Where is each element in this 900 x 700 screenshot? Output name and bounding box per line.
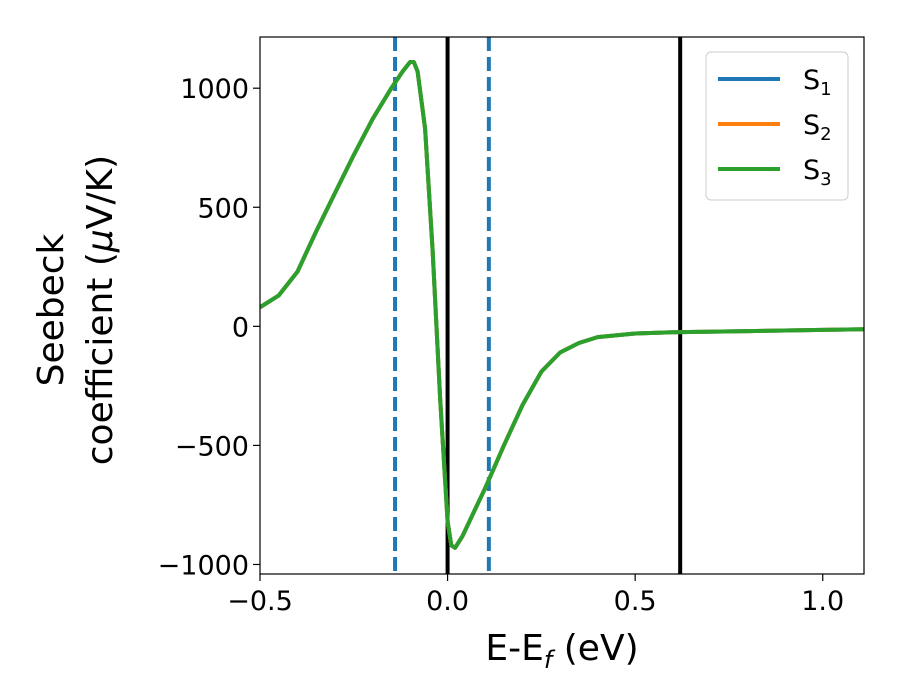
x-tick-label: 0.0: [426, 586, 469, 617]
plot-frame: [259, 36, 865, 575]
x-tick-label: 0.5: [614, 586, 657, 617]
x-axis-ticks: −0.5 0.0 0.5 1.0: [227, 574, 844, 617]
x-tick-label: −0.5: [227, 586, 293, 617]
legend-label-s1: S1: [803, 65, 832, 100]
y-tick-label: −500: [175, 431, 249, 462]
legend-label-s3: S3: [803, 155, 832, 190]
x-axis-title: E-Ef (eV): [485, 628, 638, 674]
legend: S1 S2 S3: [705, 51, 849, 201]
y-axis-title-line2: coefficient (μV/K): [80, 155, 121, 465]
legend-label-s2: S2: [803, 110, 832, 145]
reference-lines: [393, 37, 683, 574]
y-axis-title-line1: Seebeck: [31, 233, 72, 386]
y-tick-label: 0: [232, 312, 249, 343]
y-tick-label: −1000: [158, 550, 249, 581]
y-axis-ticks: 1000 500 0 −500 −1000: [158, 74, 260, 581]
series-lines: [260, 60, 864, 550]
y-tick-label: 1000: [180, 74, 249, 105]
y-tick-label: 500: [197, 193, 249, 224]
x-tick-label: 1.0: [801, 586, 844, 617]
series-line-s3: [260, 60, 864, 550]
